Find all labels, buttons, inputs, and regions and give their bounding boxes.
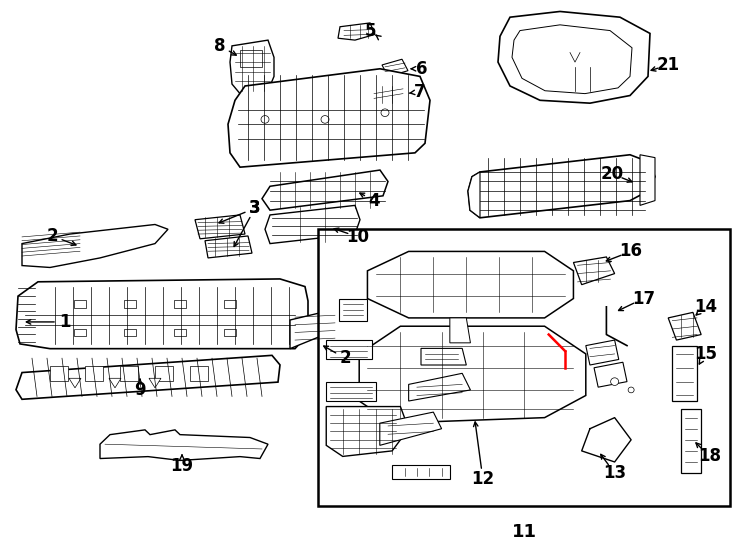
Bar bbox=[174, 329, 186, 336]
Polygon shape bbox=[359, 326, 586, 423]
Polygon shape bbox=[672, 346, 697, 401]
Text: 17: 17 bbox=[632, 289, 655, 307]
Polygon shape bbox=[326, 407, 409, 456]
Text: 10: 10 bbox=[346, 228, 369, 246]
Polygon shape bbox=[195, 215, 245, 239]
Text: 14: 14 bbox=[694, 298, 717, 316]
Polygon shape bbox=[16, 355, 280, 399]
Polygon shape bbox=[382, 59, 408, 77]
Polygon shape bbox=[409, 373, 470, 401]
Text: 9: 9 bbox=[134, 381, 146, 399]
Bar bbox=[120, 366, 138, 381]
Polygon shape bbox=[468, 155, 655, 218]
Text: 16: 16 bbox=[619, 242, 643, 260]
Circle shape bbox=[261, 116, 269, 123]
Circle shape bbox=[381, 109, 389, 117]
Polygon shape bbox=[326, 382, 376, 401]
Bar bbox=[240, 50, 262, 67]
Text: 5: 5 bbox=[364, 22, 376, 39]
Text: 4: 4 bbox=[368, 192, 379, 210]
Bar bbox=[74, 329, 86, 336]
Polygon shape bbox=[69, 379, 81, 388]
Bar bbox=[124, 329, 136, 336]
Bar bbox=[174, 300, 186, 308]
Text: 12: 12 bbox=[471, 470, 495, 488]
Polygon shape bbox=[100, 430, 268, 461]
Text: 3: 3 bbox=[249, 199, 261, 217]
Bar bbox=[50, 366, 68, 381]
Polygon shape bbox=[368, 252, 573, 318]
Text: 11: 11 bbox=[512, 523, 537, 540]
Text: 2: 2 bbox=[46, 227, 58, 245]
Text: 6: 6 bbox=[416, 60, 428, 78]
Polygon shape bbox=[512, 25, 632, 93]
Text: 8: 8 bbox=[214, 37, 226, 55]
Bar bbox=[124, 300, 136, 308]
Polygon shape bbox=[573, 257, 614, 285]
Polygon shape bbox=[262, 170, 388, 210]
Polygon shape bbox=[16, 279, 308, 349]
Text: 21: 21 bbox=[656, 56, 680, 74]
Polygon shape bbox=[450, 318, 470, 343]
Polygon shape bbox=[594, 362, 627, 387]
Polygon shape bbox=[640, 155, 655, 205]
Bar bbox=[74, 300, 86, 308]
Text: 13: 13 bbox=[603, 464, 626, 482]
Bar bbox=[85, 366, 103, 381]
Polygon shape bbox=[586, 340, 619, 365]
Polygon shape bbox=[326, 340, 371, 360]
Circle shape bbox=[611, 378, 619, 386]
Bar bbox=[224, 329, 236, 336]
Polygon shape bbox=[338, 299, 368, 321]
Polygon shape bbox=[290, 310, 340, 349]
Polygon shape bbox=[668, 312, 701, 340]
Text: 2: 2 bbox=[339, 349, 351, 367]
Text: 19: 19 bbox=[170, 457, 194, 475]
Text: 15: 15 bbox=[694, 345, 717, 363]
Polygon shape bbox=[265, 205, 360, 244]
Bar bbox=[224, 300, 236, 308]
Polygon shape bbox=[230, 40, 274, 93]
Polygon shape bbox=[338, 23, 375, 40]
Polygon shape bbox=[392, 465, 450, 478]
Polygon shape bbox=[468, 172, 480, 218]
Polygon shape bbox=[22, 225, 168, 267]
Text: 18: 18 bbox=[698, 448, 721, 465]
Bar bbox=[155, 366, 173, 381]
Polygon shape bbox=[370, 84, 406, 105]
Polygon shape bbox=[680, 409, 701, 473]
Polygon shape bbox=[498, 11, 650, 103]
Polygon shape bbox=[228, 69, 430, 167]
Polygon shape bbox=[205, 236, 252, 258]
Text: 1: 1 bbox=[59, 313, 70, 331]
Polygon shape bbox=[149, 379, 161, 388]
Circle shape bbox=[321, 116, 329, 123]
Polygon shape bbox=[421, 348, 466, 365]
Circle shape bbox=[628, 387, 634, 393]
Text: 7: 7 bbox=[414, 83, 426, 100]
Polygon shape bbox=[379, 412, 442, 445]
Bar bbox=[190, 366, 208, 381]
Text: 3: 3 bbox=[249, 199, 261, 217]
Bar bbox=[318, 230, 730, 507]
Polygon shape bbox=[109, 379, 121, 388]
Text: 20: 20 bbox=[600, 165, 624, 183]
